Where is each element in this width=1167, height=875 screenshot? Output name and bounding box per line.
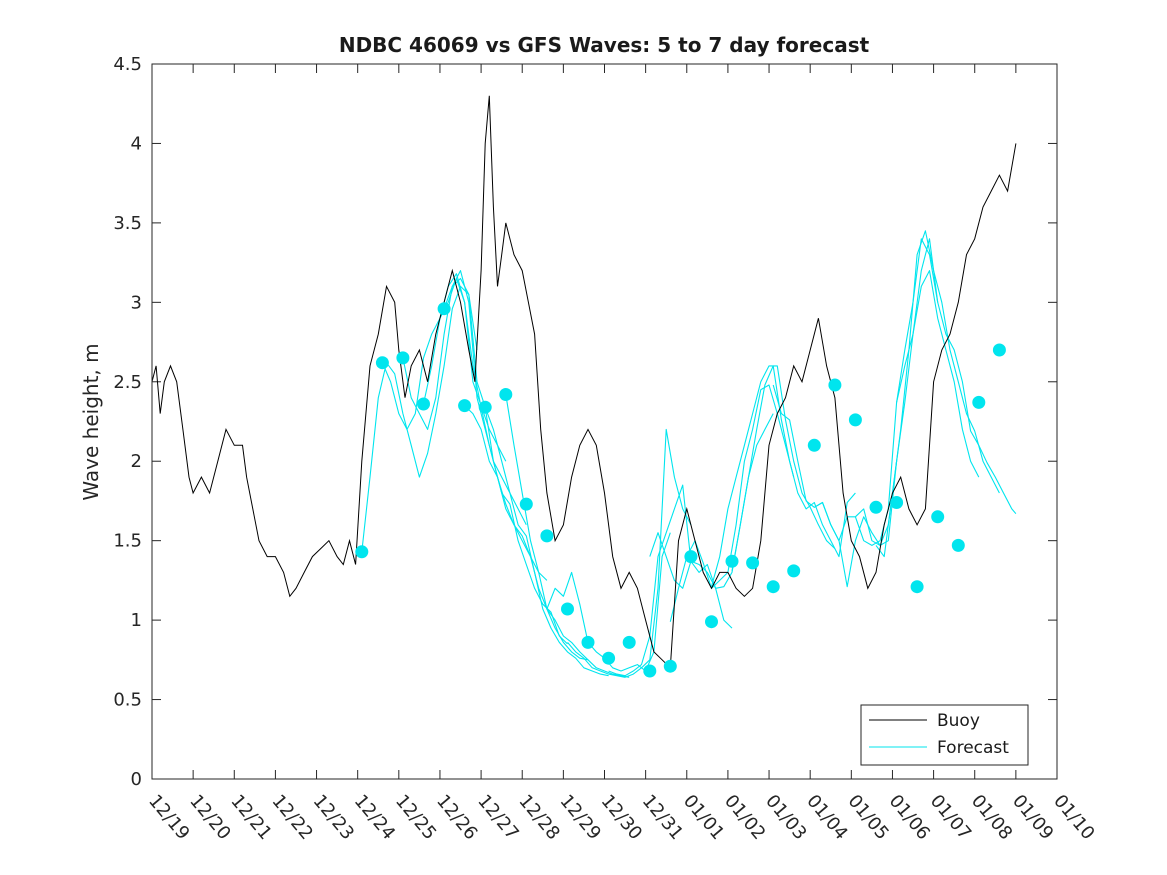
x-tick-label: 12/24	[350, 791, 399, 844]
y-tick-label: 0.5	[113, 690, 142, 711]
x-tick-label: 01/08	[967, 791, 1016, 844]
x-tick-label: 12/27	[473, 791, 522, 844]
plot-area-frame	[151, 63, 1058, 780]
forecast-marker	[746, 556, 760, 570]
y-tick-label: 0	[131, 769, 142, 790]
y-axis-label: Wave height, m	[79, 343, 103, 500]
forecast-marker	[519, 497, 533, 511]
forecast-marker	[828, 378, 842, 392]
buoy-line	[151, 95, 1017, 669]
forecast-marker	[705, 615, 718, 629]
y-tick-label: 4	[131, 133, 142, 154]
x-tick-label: 12/21	[226, 791, 275, 844]
x-tick-label: 12/25	[391, 791, 440, 844]
x-tick-label: 12/31	[638, 791, 687, 844]
forecast-marker	[684, 550, 698, 564]
x-tick-label: 01/01	[679, 791, 728, 844]
forecast-line-run-17	[814, 238, 939, 588]
forecast-line-run-11	[608, 484, 733, 677]
forecast-marker	[458, 399, 472, 413]
forecast-line-run-13	[669, 384, 795, 622]
forecast-marker	[869, 500, 883, 514]
x-tick-label: 01/05	[843, 791, 892, 844]
forecast-line-run-20	[896, 238, 1017, 515]
forecast-line-run-7	[484, 407, 609, 677]
forecast-marker	[437, 302, 451, 316]
y-axis-ticks: 0 0.5 1 1.5 2 2.5 3 3.5 4 4.5	[113, 54, 1057, 790]
x-tick-label: 01/10	[1049, 791, 1098, 844]
forecast-marker	[992, 343, 1006, 357]
x-tick-label: 12/29	[556, 791, 605, 844]
forecast-marker	[787, 564, 801, 578]
y-tick-label: 3	[131, 292, 142, 313]
forecast-marker	[910, 580, 924, 594]
forecast-marker	[375, 356, 389, 370]
y-tick-label: 2.5	[113, 372, 142, 393]
x-tick-label: 01/06	[885, 791, 934, 844]
forecast-line-run-6	[464, 405, 589, 661]
forecast-marker	[478, 400, 492, 414]
forecast-marker	[951, 538, 965, 552]
plot-area-background	[152, 64, 1057, 779]
forecast-marker	[663, 659, 677, 673]
legend-forecast-label: Forecast	[937, 738, 1009, 758]
chart-title: NDBC 46069 vs GFS Waves: 5 to 7 day fore…	[339, 33, 870, 57]
forecast-marker	[807, 438, 821, 452]
forecast-marker	[355, 545, 369, 559]
y-tick-label: 3.5	[113, 213, 142, 234]
forecast-marker	[972, 395, 986, 409]
forecast-marker	[602, 651, 616, 665]
y-tick-label: 1.5	[113, 531, 142, 552]
forecast-marker	[931, 510, 945, 524]
x-tick-label: 01/03	[761, 791, 810, 844]
forecast-line-run-15	[731, 365, 856, 571]
forecast-marker	[417, 397, 430, 411]
forecast-line-run-18	[854, 270, 980, 546]
y-tick-label: 2	[131, 451, 142, 472]
forecast-marker	[766, 580, 780, 594]
legend: Buoy Forecast	[860, 704, 1029, 766]
forecast-marker	[622, 635, 636, 649]
forecast-marker	[643, 664, 657, 678]
forecast-line-run-8	[505, 394, 630, 678]
forecast-line-run-12	[649, 413, 774, 589]
y-tick-label: 4.5	[113, 54, 142, 75]
x-tick-label: 01/07	[926, 791, 975, 844]
forecast-line-run-10	[567, 428, 692, 678]
x-tick-label: 01/02	[720, 791, 769, 844]
forecast-marker	[890, 496, 904, 509]
legend-buoy-label: Buoy	[937, 711, 980, 731]
forecast-marker	[725, 554, 739, 568]
x-tick-label: 01/04	[802, 791, 851, 844]
legend-box	[860, 704, 1029, 766]
forecast-marker	[581, 635, 595, 649]
x-tick-label: 01/09	[1008, 791, 1057, 844]
forecast-marker	[848, 413, 862, 427]
y-tick-label: 1	[131, 610, 142, 631]
x-tick-label: 12/23	[309, 791, 358, 844]
x-tick-label: 12/22	[268, 791, 317, 844]
forecast-line-run-1	[361, 285, 478, 552]
forecast-marker	[499, 388, 513, 401]
x-tick-label: 12/19	[144, 791, 193, 844]
forecast-marker	[540, 529, 554, 543]
x-tick-label: 12/26	[432, 791, 481, 844]
forecast-marker	[396, 351, 410, 365]
x-tick-label: 12/30	[597, 791, 646, 844]
x-tick-label: 12/28	[514, 791, 563, 844]
series-layer	[151, 95, 1017, 678]
x-tick-label: 12/20	[185, 791, 234, 844]
forecast-marker	[561, 602, 574, 616]
